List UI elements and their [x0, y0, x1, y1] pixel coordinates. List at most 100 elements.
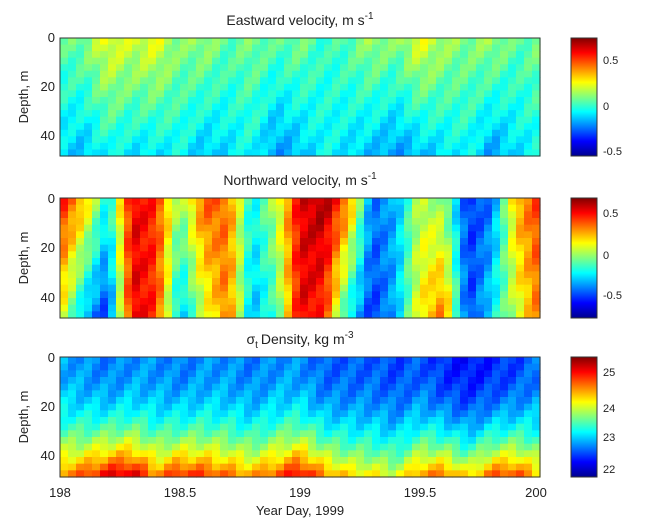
heatmap-cell — [300, 311, 309, 319]
heatmap-cell — [268, 417, 277, 425]
heatmap-cell — [516, 291, 525, 299]
heatmap-cell — [380, 357, 389, 365]
heatmap-cell — [332, 129, 341, 137]
heatmap-cell — [524, 142, 533, 151]
heatmap-cell — [460, 410, 469, 418]
heatmap-cell — [428, 57, 437, 65]
heatmap-cell — [396, 363, 405, 371]
heatmap-cell — [116, 363, 125, 371]
heatmap-cell — [444, 443, 453, 451]
heatmap-cell — [492, 38, 501, 46]
heatmap-cell — [180, 457, 189, 465]
heatmap-cell — [76, 142, 85, 151]
heatmap-cell — [500, 463, 509, 471]
heatmap-cell — [180, 57, 189, 65]
heatmap-cell — [356, 258, 365, 266]
heatmap-cell — [476, 70, 485, 78]
heatmap-cell — [484, 397, 493, 405]
heatmap-cell — [292, 437, 301, 445]
heatmap-cell — [268, 149, 277, 157]
heatmap-cell — [164, 311, 173, 319]
heatmap-cell — [100, 357, 109, 365]
heatmap-cell — [140, 83, 149, 92]
heatmap-cell — [460, 70, 469, 78]
heatmap-cell — [348, 258, 357, 266]
heatmap-cell — [268, 231, 277, 239]
heatmap-cell — [284, 377, 293, 385]
heatmap-cell — [116, 271, 125, 279]
heatmap-cell — [228, 357, 237, 365]
heatmap-cell — [124, 57, 133, 65]
heatmap-cell — [460, 258, 469, 266]
heatmap-cell — [532, 370, 541, 378]
heatmap-cell — [140, 443, 149, 451]
heatmap-cell — [348, 83, 357, 92]
heatmap-cell — [332, 423, 341, 431]
heatmap-cell — [516, 403, 525, 411]
heatmap-cell — [212, 470, 221, 478]
heatmap-cell — [484, 38, 493, 46]
heatmap-cell — [412, 123, 421, 131]
heatmap-cell — [220, 57, 229, 65]
heatmap-cell — [60, 463, 69, 471]
heatmap-cell — [476, 51, 485, 59]
heatmap-cell — [132, 284, 141, 292]
heatmap-cell — [124, 211, 133, 219]
heatmap-cell — [452, 357, 461, 365]
heatmap-cell — [292, 116, 301, 124]
heatmap-cell — [204, 410, 213, 418]
heatmap-cell — [492, 123, 501, 131]
heatmap-cell — [204, 38, 213, 46]
heatmap-cell — [300, 457, 309, 465]
heatmap-cell — [172, 264, 181, 272]
heatmap-cell — [196, 149, 205, 157]
heatmap-cell — [404, 258, 413, 266]
heatmap-cell — [436, 423, 445, 431]
heatmap-cell — [204, 390, 213, 398]
heatmap-cell — [116, 370, 125, 378]
heatmap-cell — [532, 204, 541, 212]
heatmap-cell — [148, 278, 157, 286]
heatmap-cell — [380, 417, 389, 425]
heatmap-cell — [60, 103, 69, 111]
heatmap-cell — [420, 377, 429, 385]
heatmap-cell — [284, 278, 293, 286]
heatmap-cell — [428, 142, 437, 151]
heatmap-cell — [476, 238, 485, 246]
heatmap-cell — [516, 357, 525, 365]
heatmap-cell — [332, 38, 341, 46]
heatmap-cell — [236, 403, 245, 411]
heatmap-cell — [420, 136, 429, 144]
heatmap-cell — [524, 284, 533, 292]
heatmap-cell — [292, 218, 301, 226]
heatmap-cell — [292, 97, 301, 105]
heatmap-cell — [412, 198, 421, 206]
heatmap-cell — [284, 284, 293, 292]
heatmap-cell — [116, 410, 125, 418]
heatmap-cell — [212, 218, 221, 226]
heatmap-cell — [212, 97, 221, 105]
heatmap-cell — [284, 38, 293, 46]
heatmap-cell — [124, 370, 133, 378]
heatmap-cell — [532, 64, 541, 72]
heatmap-cell — [284, 304, 293, 312]
heatmap-cell — [428, 251, 437, 259]
heatmap-cell — [292, 57, 301, 65]
heatmap-cell — [500, 231, 509, 239]
heatmap-cell — [148, 377, 157, 385]
heatmap-cell — [140, 97, 149, 105]
heatmap-cell — [276, 198, 285, 206]
heatmap-cell — [380, 258, 389, 266]
heatmap-cell — [228, 410, 237, 418]
heatmap-cell — [460, 377, 469, 385]
heatmap-cell — [372, 116, 381, 124]
heatmap-cell — [276, 304, 285, 312]
heatmap-cell — [212, 57, 221, 65]
heatmap-cell — [196, 244, 205, 252]
heatmap-cell — [420, 278, 429, 286]
heatmap-cell — [252, 44, 261, 52]
heatmap-cell — [84, 38, 93, 46]
heatmap-cell — [204, 231, 213, 239]
heatmap-cell — [316, 304, 325, 312]
heatmap-cell — [92, 149, 101, 157]
